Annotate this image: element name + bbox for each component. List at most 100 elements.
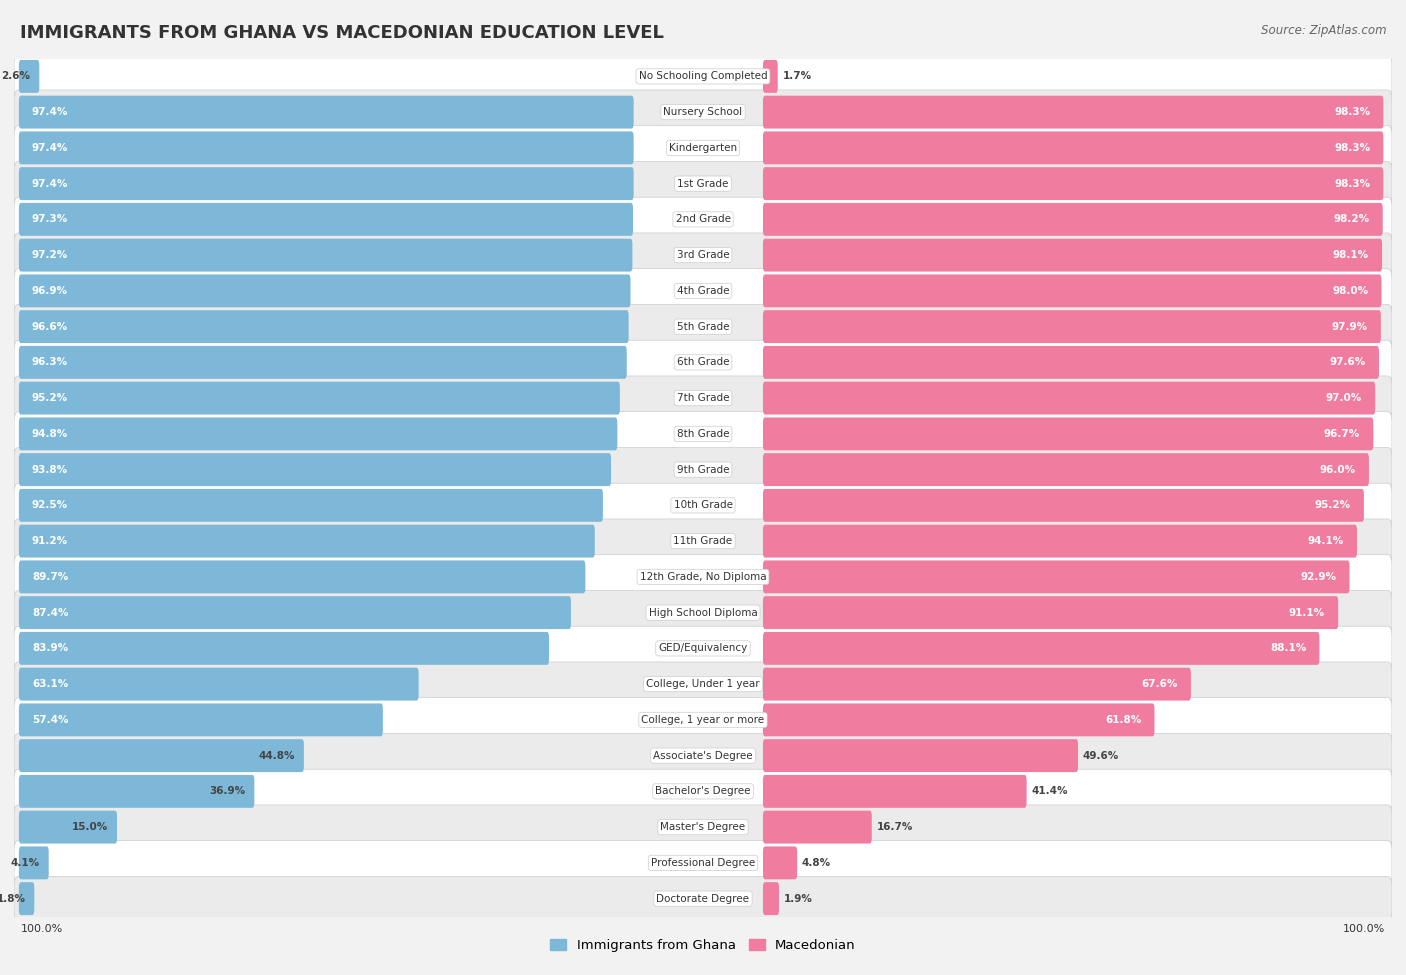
FancyBboxPatch shape	[14, 126, 1392, 170]
Text: 93.8%: 93.8%	[32, 465, 67, 475]
FancyBboxPatch shape	[763, 417, 1374, 450]
FancyBboxPatch shape	[763, 239, 1382, 272]
Text: IMMIGRANTS FROM GHANA VS MACEDONIAN EDUCATION LEVEL: IMMIGRANTS FROM GHANA VS MACEDONIAN EDUC…	[20, 24, 664, 42]
FancyBboxPatch shape	[18, 596, 571, 629]
Text: 95.2%: 95.2%	[1315, 500, 1351, 510]
Text: Kindergarten: Kindergarten	[669, 143, 737, 153]
Text: 98.3%: 98.3%	[1334, 107, 1371, 117]
FancyBboxPatch shape	[14, 197, 1392, 242]
FancyBboxPatch shape	[18, 632, 548, 665]
Text: 36.9%: 36.9%	[209, 787, 246, 797]
Text: 4.8%: 4.8%	[801, 858, 831, 868]
FancyBboxPatch shape	[763, 381, 1375, 414]
Text: 15.0%: 15.0%	[72, 822, 108, 832]
Text: 96.6%: 96.6%	[32, 322, 67, 332]
FancyBboxPatch shape	[14, 698, 1392, 742]
Text: Bachelor's Degree: Bachelor's Degree	[655, 787, 751, 797]
Text: 7th Grade: 7th Grade	[676, 393, 730, 403]
Text: 87.4%: 87.4%	[32, 607, 69, 617]
Legend: Immigrants from Ghana, Macedonian: Immigrants from Ghana, Macedonian	[546, 933, 860, 957]
Text: 98.2%: 98.2%	[1333, 214, 1369, 224]
Text: 4th Grade: 4th Grade	[676, 286, 730, 295]
Text: 41.4%: 41.4%	[1032, 787, 1069, 797]
Text: No Schooling Completed: No Schooling Completed	[638, 71, 768, 81]
FancyBboxPatch shape	[763, 882, 779, 916]
Text: GED/Equivalency: GED/Equivalency	[658, 644, 748, 653]
FancyBboxPatch shape	[14, 162, 1392, 206]
Text: 97.2%: 97.2%	[32, 251, 69, 260]
Text: 94.8%: 94.8%	[32, 429, 69, 439]
FancyBboxPatch shape	[763, 346, 1379, 379]
Text: 1.7%: 1.7%	[783, 71, 811, 81]
Text: 96.9%: 96.9%	[32, 286, 67, 295]
Text: 16.7%: 16.7%	[876, 822, 912, 832]
FancyBboxPatch shape	[14, 90, 1392, 135]
FancyBboxPatch shape	[14, 448, 1392, 491]
FancyBboxPatch shape	[18, 703, 382, 736]
Text: 98.0%: 98.0%	[1333, 286, 1368, 295]
Text: 92.9%: 92.9%	[1301, 572, 1337, 582]
FancyBboxPatch shape	[763, 96, 1384, 129]
Text: 96.7%: 96.7%	[1324, 429, 1360, 439]
FancyBboxPatch shape	[18, 417, 617, 450]
Text: 98.3%: 98.3%	[1334, 178, 1371, 188]
FancyBboxPatch shape	[18, 96, 634, 129]
FancyBboxPatch shape	[18, 274, 630, 307]
FancyBboxPatch shape	[763, 739, 1078, 772]
FancyBboxPatch shape	[14, 340, 1392, 384]
Text: 67.6%: 67.6%	[1142, 680, 1178, 689]
FancyBboxPatch shape	[18, 882, 34, 916]
FancyBboxPatch shape	[18, 668, 419, 701]
Text: 44.8%: 44.8%	[259, 751, 295, 760]
Text: 49.6%: 49.6%	[1083, 751, 1119, 760]
FancyBboxPatch shape	[18, 310, 628, 343]
FancyBboxPatch shape	[14, 519, 1392, 564]
FancyBboxPatch shape	[763, 846, 797, 879]
Text: 97.9%: 97.9%	[1331, 322, 1368, 332]
FancyBboxPatch shape	[18, 775, 254, 808]
Text: 94.1%: 94.1%	[1308, 536, 1344, 546]
Text: 89.7%: 89.7%	[32, 572, 69, 582]
FancyBboxPatch shape	[763, 59, 778, 93]
Text: Associate's Degree: Associate's Degree	[654, 751, 752, 760]
Text: 97.0%: 97.0%	[1326, 393, 1362, 403]
FancyBboxPatch shape	[18, 167, 634, 200]
FancyBboxPatch shape	[18, 488, 603, 522]
Text: 98.3%: 98.3%	[1334, 143, 1371, 153]
FancyBboxPatch shape	[14, 591, 1392, 635]
FancyBboxPatch shape	[14, 877, 1392, 920]
Text: 91.1%: 91.1%	[1289, 607, 1324, 617]
FancyBboxPatch shape	[763, 203, 1382, 236]
Text: High School Diploma: High School Diploma	[648, 607, 758, 617]
Text: 61.8%: 61.8%	[1105, 715, 1142, 724]
Text: College, Under 1 year: College, Under 1 year	[647, 680, 759, 689]
FancyBboxPatch shape	[18, 739, 304, 772]
Text: 100.0%: 100.0%	[21, 924, 63, 934]
Text: 97.3%: 97.3%	[32, 214, 69, 224]
Text: 100.0%: 100.0%	[1343, 924, 1385, 934]
FancyBboxPatch shape	[763, 525, 1357, 558]
FancyBboxPatch shape	[763, 561, 1350, 594]
FancyBboxPatch shape	[18, 381, 620, 414]
FancyBboxPatch shape	[18, 561, 585, 594]
FancyBboxPatch shape	[14, 55, 1392, 98]
Text: 97.4%: 97.4%	[32, 107, 69, 117]
FancyBboxPatch shape	[18, 239, 633, 272]
FancyBboxPatch shape	[763, 167, 1384, 200]
FancyBboxPatch shape	[14, 484, 1392, 527]
Text: 1st Grade: 1st Grade	[678, 178, 728, 188]
Text: 98.1%: 98.1%	[1333, 251, 1369, 260]
Text: 1.9%: 1.9%	[783, 894, 813, 904]
Text: 4.1%: 4.1%	[11, 858, 39, 868]
FancyBboxPatch shape	[14, 233, 1392, 277]
FancyBboxPatch shape	[14, 626, 1392, 671]
Text: 9th Grade: 9th Grade	[676, 465, 730, 475]
Text: 11th Grade: 11th Grade	[673, 536, 733, 546]
FancyBboxPatch shape	[763, 274, 1382, 307]
Text: Master's Degree: Master's Degree	[661, 822, 745, 832]
FancyBboxPatch shape	[14, 555, 1392, 599]
Text: 2nd Grade: 2nd Grade	[675, 214, 731, 224]
FancyBboxPatch shape	[763, 703, 1154, 736]
Text: 97.4%: 97.4%	[32, 143, 69, 153]
FancyBboxPatch shape	[14, 269, 1392, 313]
